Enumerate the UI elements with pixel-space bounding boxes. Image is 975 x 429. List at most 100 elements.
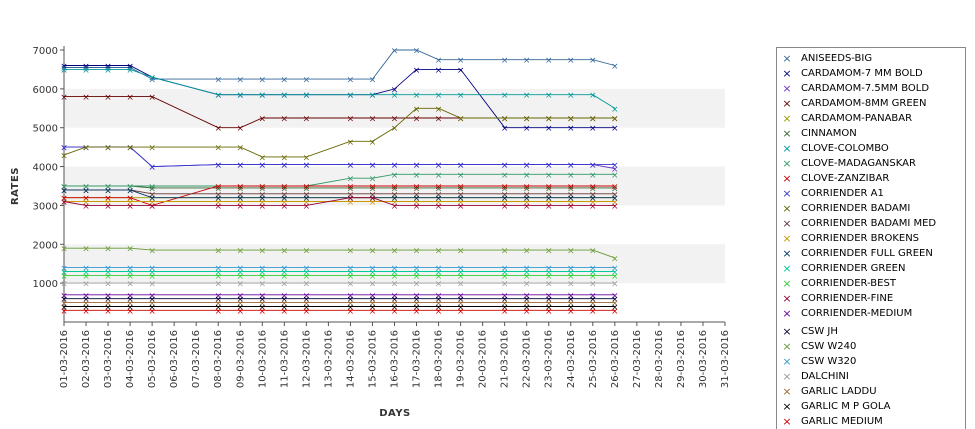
data-point: × (523, 202, 531, 212)
legend-item: × CORRIENDER BROKENS (777, 231, 965, 246)
data-point: × (82, 144, 90, 154)
chart-legend: × ANISEEDS-BIG × CARDAMOM-7 MM BOLD × CARDAMO… (776, 47, 966, 429)
data-point: × (501, 171, 509, 181)
data-point: × (104, 183, 112, 193)
series: × × × × × × × × × × × × × × × × × × × × × × (60, 295, 618, 305)
data-point: × (82, 307, 90, 317)
series: × × × × × × × × × × × × × × × × × × × × × × (60, 264, 618, 274)
data-point: × (303, 295, 311, 305)
data-point: × (236, 144, 244, 154)
data-point: × (104, 194, 112, 204)
data-point: × (589, 307, 597, 317)
data-point: × (545, 115, 553, 125)
data-point: × (82, 183, 90, 193)
data-point: × (567, 194, 575, 204)
data-point: × (545, 291, 553, 301)
data-point: × (545, 190, 553, 200)
data-point: × (60, 62, 68, 72)
data-point: × (347, 138, 355, 148)
data-point: × (148, 280, 156, 290)
data-point: × (523, 198, 531, 208)
data-point: × (259, 194, 267, 204)
data-point: × (567, 183, 575, 193)
data-point: × (435, 272, 443, 282)
x-tick-label: 04-03-2016 (125, 330, 136, 388)
data-point: × (236, 299, 244, 309)
data-point: × (567, 291, 575, 301)
data-point: × (259, 184, 267, 194)
data-point: × (545, 268, 553, 278)
data-point: × (435, 198, 443, 208)
data-point: × (104, 194, 112, 204)
data-point: × (545, 161, 553, 171)
data-point: × (589, 115, 597, 125)
data-point: × (259, 295, 267, 305)
data-point: × (82, 280, 90, 290)
data-point: × (148, 190, 156, 200)
data-point: × (501, 307, 509, 317)
data-point: × (589, 264, 597, 274)
x-tick-label: 02-03-2016 (81, 330, 92, 388)
data-point: × (457, 115, 465, 125)
data-point: × (567, 184, 575, 194)
data-point: × (104, 245, 112, 255)
data-point: × (214, 202, 222, 212)
x-tick-label: 28-03-2016 (654, 330, 665, 388)
data-point: × (60, 245, 68, 255)
data-point: × (567, 56, 575, 66)
data-point: × (369, 194, 377, 204)
legend-label: GARLIC M P GOLA (801, 401, 891, 412)
legend-item: × DALCHINI (777, 369, 965, 384)
data-point: × (214, 161, 222, 171)
data-point: × (148, 268, 156, 278)
data-point: × (126, 194, 134, 204)
data-point: × (347, 184, 355, 194)
data-point: × (236, 194, 244, 204)
legend-marker-icon: × (782, 340, 792, 353)
legend-marker-icon: × (782, 217, 792, 230)
data-point: × (259, 153, 267, 163)
data-point: × (303, 91, 311, 101)
x-tick-label: 31-03-2016 (720, 330, 731, 388)
data-point: × (259, 264, 267, 274)
data-point: × (611, 115, 619, 125)
data-point: × (545, 264, 553, 274)
data-point: × (391, 291, 399, 301)
data-point: × (281, 183, 289, 193)
plot-area: 1000 2000 3000 4000 5000 6000 7000 01-03-2016 02… (33, 46, 731, 388)
data-point: × (369, 272, 377, 282)
series-line (64, 247, 615, 259)
data-point: × (435, 291, 443, 301)
data-point: × (501, 198, 509, 208)
data-point: × (126, 295, 134, 305)
data-point: × (369, 268, 377, 278)
data-point: × (148, 194, 156, 204)
data-point: × (148, 93, 156, 103)
data-point: × (391, 171, 399, 181)
y-axis-title: RATES (10, 167, 21, 205)
data-point: × (303, 264, 311, 274)
data-point: × (214, 303, 222, 313)
data-point: × (347, 91, 355, 101)
data-point: × (148, 202, 156, 212)
data-point: × (303, 280, 311, 290)
data-point: × (611, 171, 619, 181)
data-point: × (259, 198, 267, 208)
data-point: × (303, 194, 311, 204)
data-point: × (369, 247, 377, 257)
data-point: × (214, 295, 222, 305)
legend-label: CARDAMOM-7 MM BOLD (801, 68, 923, 79)
data-point: × (214, 198, 222, 208)
data-point: × (60, 93, 68, 103)
data-point: × (457, 56, 465, 66)
data-point: × (104, 93, 112, 103)
data-point: × (545, 247, 553, 257)
data-point: × (126, 299, 134, 309)
data-point: × (60, 66, 68, 76)
series: × × × × × × × × × × × × × × × × × × × × × × (60, 303, 618, 313)
data-point: × (435, 115, 443, 125)
legend-item: × CINNAMON (777, 126, 965, 141)
legend-label: ANISEEDS-BIG (801, 53, 873, 64)
data-point: × (60, 194, 68, 204)
